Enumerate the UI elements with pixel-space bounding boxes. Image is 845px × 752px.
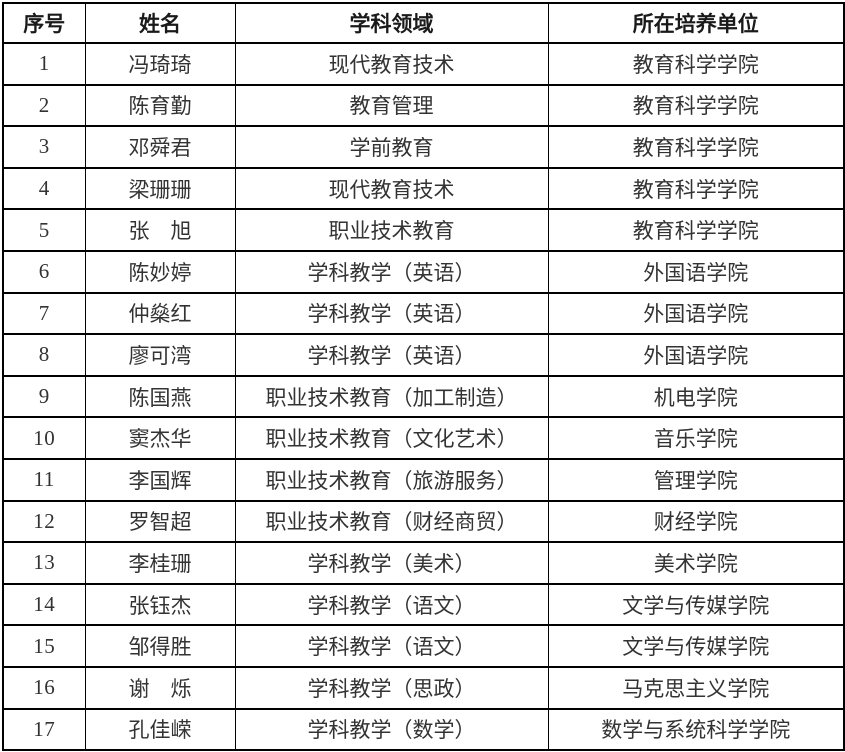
serial-cell: 3: [2, 125, 86, 169]
field-cell: 学科教学（英语）: [234, 291, 549, 336]
table-row: 2 陈育勤 教育管理 教育科学学院: [2, 83, 845, 128]
unit-cell: 外国语学院: [547, 333, 845, 377]
serial-cell: 14: [2, 582, 86, 627]
serial-cell: 13: [2, 541, 86, 585]
name-cell: 谢 烁: [84, 665, 236, 710]
column-header-serial: 序号: [2, 2, 86, 44]
unit-cell: 外国语学院: [547, 249, 845, 294]
serial-cell: 17: [2, 707, 86, 752]
table-row: 4 梁珊珊 现代教育技术 教育科学学院: [2, 166, 845, 211]
unit-cell: 外国语学院: [547, 291, 845, 336]
table-row: 7 仲燊红 学科教学（英语） 外国语学院: [2, 291, 845, 336]
serial-cell: 4: [2, 166, 86, 211]
header-row: 序号 姓名 学科领域 所在培养单位: [2, 2, 845, 44]
name-cell: 邹得胜: [84, 624, 236, 668]
unit-cell: 教育科学学院: [547, 42, 845, 86]
table-row: 16 谢 烁学科教学（思政） 马克思主义学院: [2, 665, 845, 710]
unit-cell: 音乐学院: [547, 416, 845, 460]
field-cell: 现代教育技术: [234, 42, 549, 86]
unit-cell: 教育科学学院: [547, 208, 845, 252]
name-cell: 窦杰华: [84, 416, 236, 460]
name-cell: 李桂珊: [84, 541, 236, 585]
field-cell: 职业技术教育（财经商贸）: [234, 499, 549, 544]
table-row: 17 孔佳嵘 学科教学（数学） 数学与系统科学学院: [2, 707, 845, 752]
field-cell: 职业技术教育: [234, 208, 549, 252]
serial-cell: 8: [2, 333, 86, 377]
serial-cell: 2: [2, 83, 86, 128]
column-header-field: 学科领域: [234, 2, 549, 44]
field-cell: 职业技术教育（旅游服务）: [234, 457, 549, 502]
table-body: 1 冯琦琦 现代教育技术 教育科学学院 2 陈育勤 教育管理 教育科学学院 3 邓舜君 学前教育 教育…: [2, 42, 845, 752]
name-cell: 陈国燕: [84, 374, 236, 419]
unit-cell: 文学与传媒学院: [547, 582, 845, 627]
name-cell: 廖可湾: [84, 333, 236, 377]
column-header-name: 姓名: [84, 2, 236, 44]
table-row: 3 邓舜君 学前教育 教育科学学院: [2, 125, 845, 169]
column-header-unit: 所在培养单位: [547, 2, 845, 44]
table-row: 12 罗智超 职业技术教育（财经商贸） 财经学院: [2, 499, 845, 544]
unit-cell: 教育科学学院: [547, 166, 845, 211]
field-cell: 学科教学（思政）: [234, 665, 549, 710]
name-cell: 陈妙婷: [84, 249, 236, 294]
serial-cell: 9: [2, 374, 86, 419]
table-row: 1 冯琦琦 现代教育技术 教育科学学院: [2, 42, 845, 86]
table-row: 14 张钰杰 学科教学（语文） 文学与传媒学院: [2, 582, 845, 627]
name-cell: 孔佳嵘: [84, 707, 236, 752]
name-cell: 邓舜君: [84, 125, 236, 169]
table-header: 序号 姓名 学科领域 所在培养单位: [2, 2, 845, 44]
field-cell: 学科教学（语文）: [234, 624, 549, 668]
serial-cell: 11: [2, 457, 86, 502]
table-row: 11 李国辉 职业技术教育（旅游服务） 管理学院: [2, 457, 845, 502]
table-row: 13 李桂珊 学科教学（美术） 美术学院: [2, 541, 845, 585]
serial-cell: 15: [2, 624, 86, 668]
unit-cell: 美术学院: [547, 541, 845, 585]
unit-cell: 教育科学学院: [547, 83, 845, 128]
name-cell: 仲燊红: [84, 291, 236, 336]
table-row: 10 窦杰华 职业技术教育（文化艺术） 音乐学院: [2, 416, 845, 460]
serial-cell: 6: [2, 249, 86, 294]
name-cell: 陈育勤: [84, 83, 236, 128]
unit-cell: 教育科学学院: [547, 125, 845, 169]
field-cell: 学科教学（英语）: [234, 249, 549, 294]
serial-cell: 7: [2, 291, 86, 336]
unit-cell: 财经学院: [547, 499, 845, 544]
field-cell: 学科教学（数学）: [234, 707, 549, 752]
serial-cell: 16: [2, 665, 86, 710]
unit-cell: 文学与传媒学院: [547, 624, 845, 668]
name-cell: 冯琦琦: [84, 42, 236, 86]
serial-cell: 1: [2, 42, 86, 86]
name-cell: 梁珊珊: [84, 166, 236, 211]
field-cell: 教育管理: [234, 83, 549, 128]
field-cell: 职业技术教育（文化艺术）: [234, 416, 549, 460]
unit-cell: 马克思主义学院: [547, 665, 845, 710]
field-cell: 现代教育技术: [234, 166, 549, 211]
field-cell: 职业技术教育（加工制造）: [234, 374, 549, 419]
unit-cell: 管理学院: [547, 457, 845, 502]
name-cell: 张钰杰: [84, 582, 236, 627]
field-cell: 学科教学（美术）: [234, 541, 549, 585]
field-cell: 学科教学（英语）: [234, 333, 549, 377]
table-row: 6 陈妙婷 学科教学（英语） 外国语学院: [2, 249, 845, 294]
table-row: 15 邹得胜 学科教学（语文） 文学与传媒学院: [2, 624, 845, 668]
name-cell: 罗智超: [84, 499, 236, 544]
field-cell: 学科教学（语文）: [234, 582, 549, 627]
name-cell: 李国辉: [84, 457, 236, 502]
unit-cell: 机电学院: [547, 374, 845, 419]
serial-cell: 5: [2, 208, 86, 252]
table-row: 9 陈国燕 职业技术教育（加工制造） 机电学院: [2, 374, 845, 419]
field-cell: 学前教育: [234, 125, 549, 169]
serial-cell: 12: [2, 499, 86, 544]
serial-cell: 10: [2, 416, 86, 460]
table-row: 8 廖可湾 学科教学（英语） 外国语学院: [2, 333, 845, 377]
unit-cell: 数学与系统科学学院: [547, 707, 845, 752]
name-cell: 张 旭: [84, 208, 236, 252]
